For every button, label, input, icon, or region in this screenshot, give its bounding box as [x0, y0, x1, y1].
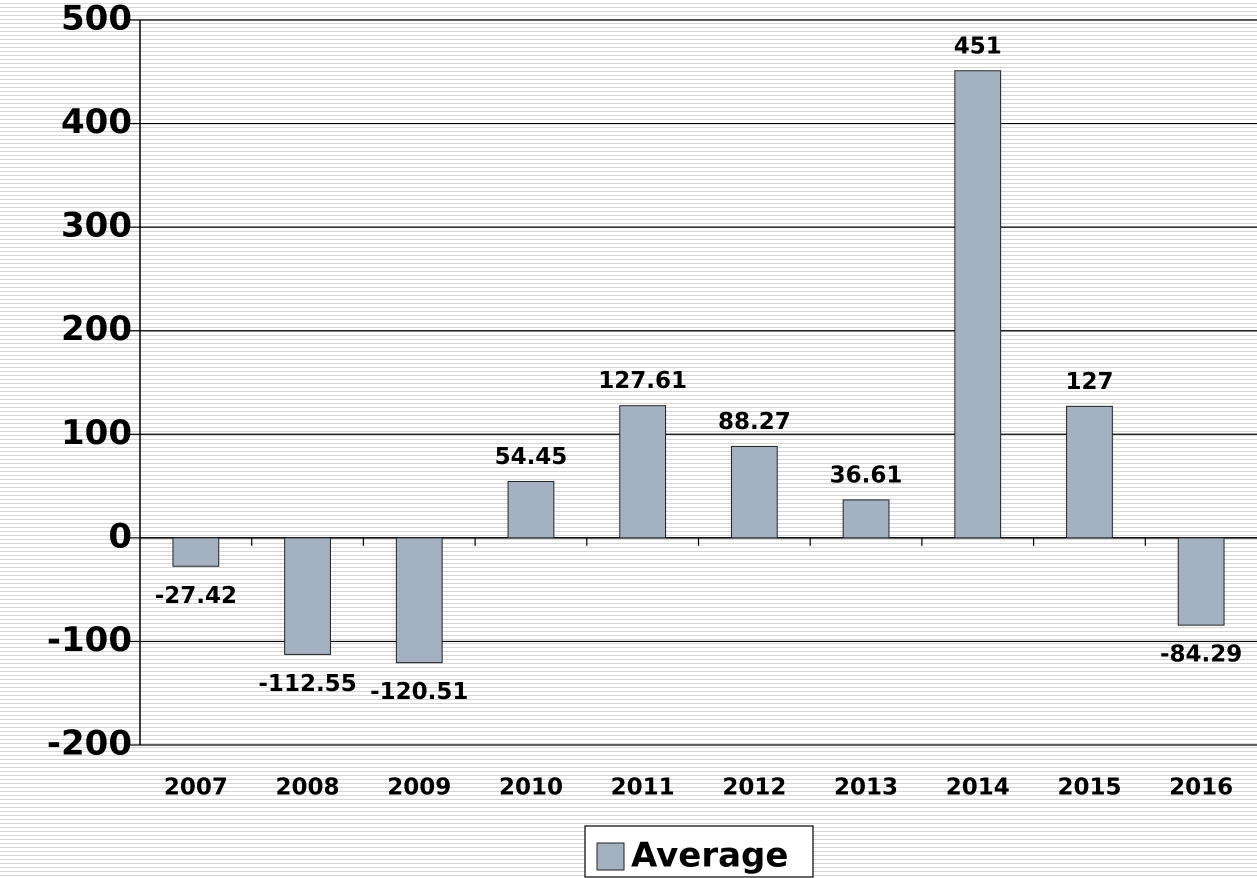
bar [730, 445, 778, 539]
value-label: 451 [954, 33, 1002, 59]
x-tick-label: 2010 [499, 775, 563, 801]
y-tick-label: 200 [61, 309, 132, 349]
x-tick-label: 2008 [276, 775, 340, 801]
bar [395, 537, 443, 664]
x-tick-label: 2012 [722, 775, 786, 801]
bar [619, 405, 667, 539]
value-label: -120.51 [370, 679, 468, 705]
bar [1177, 537, 1225, 626]
y-tick-label: 500 [61, 0, 132, 39]
bar [954, 70, 1002, 539]
x-tick-label: 2014 [946, 775, 1010, 801]
bar [1066, 405, 1113, 539]
value-label: 127.61 [598, 368, 687, 394]
value-label: 36.61 [830, 462, 903, 488]
y-tick-label: -100 [47, 620, 132, 660]
x-tick-label: 2015 [1057, 775, 1121, 801]
value-label: 54.45 [495, 444, 568, 470]
bar [842, 499, 890, 539]
x-tick-label: 2011 [611, 775, 675, 801]
value-label: 127 [1065, 369, 1113, 395]
x-tick-label: 2009 [387, 775, 451, 801]
y-tick-label: 300 [61, 206, 132, 246]
bar [507, 480, 555, 539]
y-tick-label: 0 [108, 516, 132, 556]
value-label: -27.42 [155, 583, 237, 609]
y-tick-label: -200 [47, 724, 132, 764]
value-label: -84.29 [1160, 642, 1242, 668]
x-tick-label: 2007 [164, 775, 228, 801]
y-tick-label: 100 [61, 413, 132, 453]
legend-label: Average [631, 836, 788, 876]
value-label: 88.27 [718, 409, 791, 435]
x-tick-label: 2016 [1169, 775, 1233, 801]
value-label: -112.55 [258, 671, 356, 697]
legend-swatch [596, 842, 625, 871]
bar [284, 537, 331, 655]
x-tick-label: 2013 [834, 775, 898, 801]
y-tick-label: 400 [61, 102, 132, 142]
bar [172, 537, 220, 567]
